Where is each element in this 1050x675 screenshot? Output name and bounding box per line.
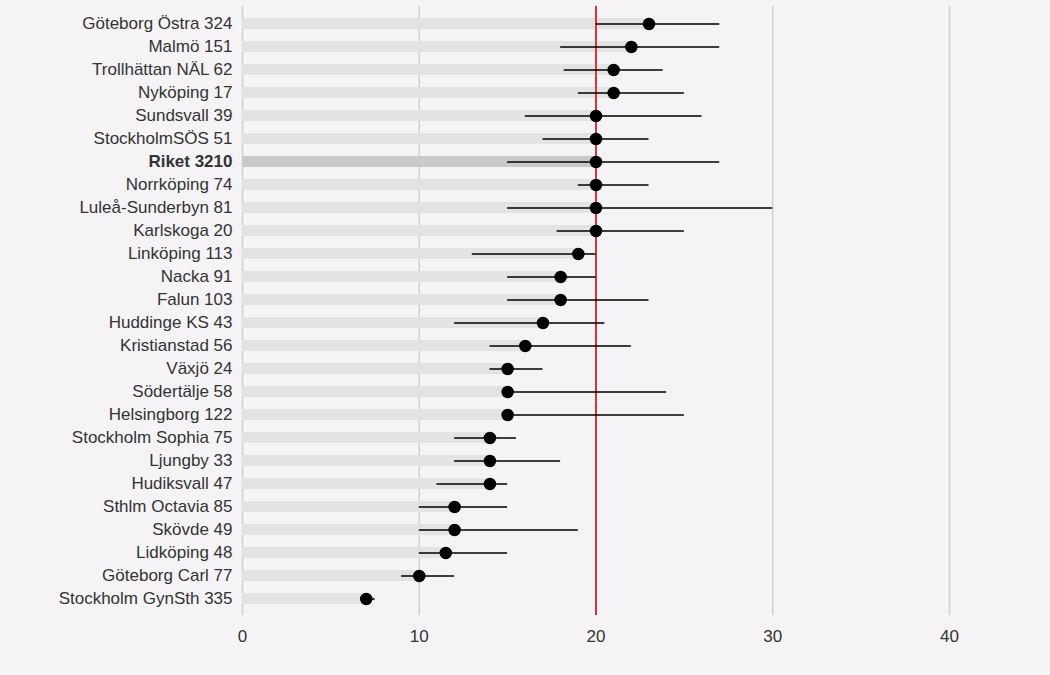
svg-text:Hudiksvall 47: Hudiksvall 47 [131,474,232,493]
svg-text:Stockholm Sophia 75: Stockholm Sophia 75 [72,428,233,447]
svg-text:Växjö 24: Växjö 24 [166,359,232,378]
svg-text:30: 30 [763,627,782,646]
svg-text:Helsingborg 122: Helsingborg 122 [109,405,233,424]
svg-text:Huddinge KS 43: Huddinge KS 43 [109,313,233,332]
svg-text:Stockholm GynSth 335: Stockholm GynSth 335 [59,589,233,608]
svg-text:Luleå-Sunderbyn 81: Luleå-Sunderbyn 81 [79,198,232,217]
svg-text:Nyköping 17: Nyköping 17 [138,83,233,102]
svg-text:Sundsvall 39: Sundsvall 39 [135,106,232,125]
svg-text:Norrköping 74: Norrköping 74 [126,175,233,194]
svg-text:StockholmSÖS 51: StockholmSÖS 51 [94,129,233,148]
svg-text:40: 40 [940,627,959,646]
svg-text:Göteborg Carl 77: Göteborg Carl 77 [102,566,232,585]
svg-text:Linköping 113: Linköping 113 [128,244,233,263]
svg-text:Södertälje 58: Södertälje 58 [132,382,232,401]
svg-text:Kristianstad 56: Kristianstad 56 [120,336,232,355]
svg-text:20: 20 [587,627,606,646]
svg-text:Sthlm Octavia 85: Sthlm Octavia 85 [103,497,232,516]
svg-text:Nacka 91: Nacka 91 [161,267,233,286]
svg-text:Falun 103: Falun 103 [157,290,233,309]
svg-text:Riket 3210: Riket 3210 [148,152,232,171]
svg-text:Skövde 49: Skövde 49 [152,520,232,539]
svg-text:0: 0 [238,627,247,646]
svg-text:Göteborg Östra 324: Göteborg Östra 324 [82,14,232,33]
svg-text:Trollhättan NÄL 62: Trollhättan NÄL 62 [92,60,232,79]
svg-text:10: 10 [410,627,429,646]
svg-text:Karlskoga 20: Karlskoga 20 [133,221,232,240]
svg-text:Lidköping 48: Lidköping 48 [136,543,232,562]
svg-text:Malmö 151: Malmö 151 [148,37,232,56]
svg-text:Ljungby 33: Ljungby 33 [149,451,232,470]
